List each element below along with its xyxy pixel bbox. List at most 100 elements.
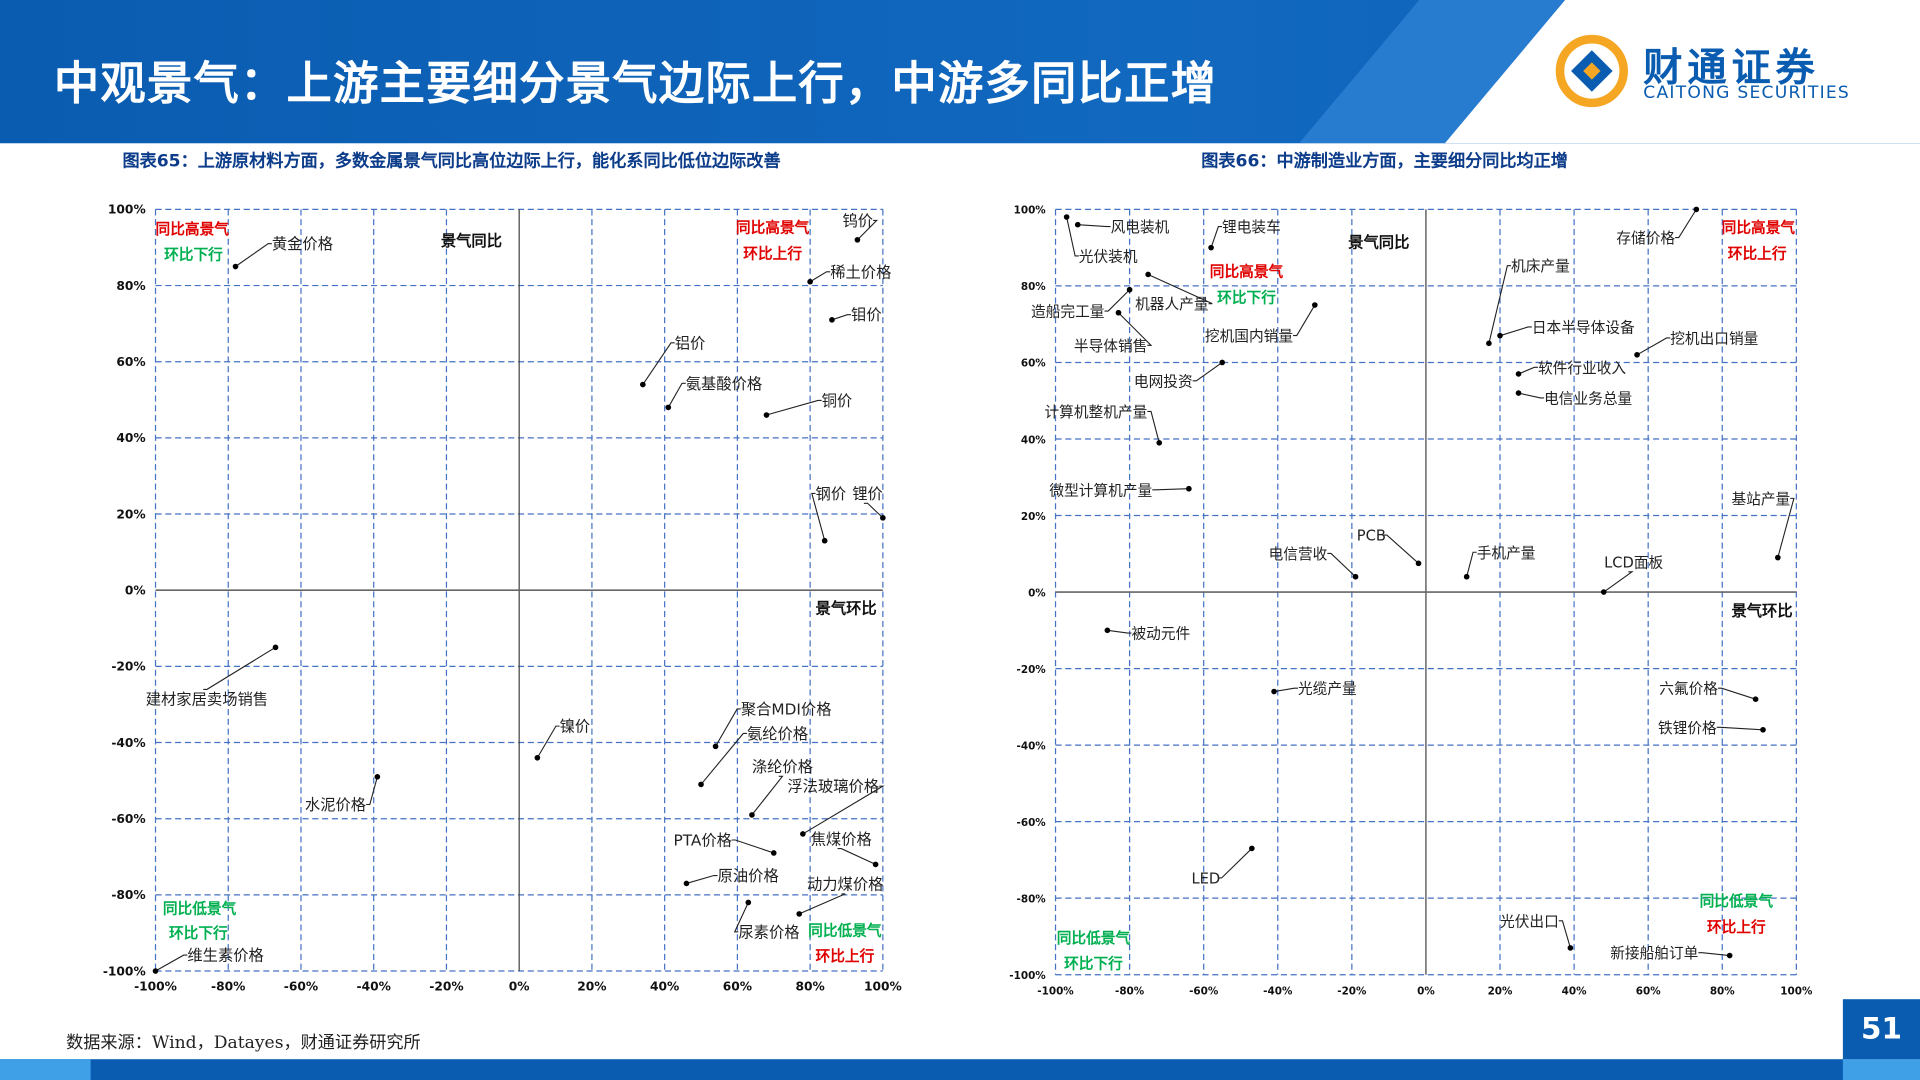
quadrant-label-top-left: 同比高景气 <box>1210 263 1284 281</box>
x-tick-label: 0% <box>1417 985 1435 997</box>
data-point <box>1249 845 1255 852</box>
data-point <box>829 317 835 323</box>
data-point <box>821 537 828 544</box>
point-label: 黄金价格 <box>272 235 333 253</box>
leader-line <box>1152 488 1189 491</box>
y-tick-label: 20% <box>1021 511 1046 523</box>
quadrant-label-top-left: 同比高景气 <box>156 220 230 238</box>
x-tick-label: -100% <box>1037 985 1074 997</box>
leader-line <box>667 382 686 408</box>
leader-line <box>1273 687 1298 693</box>
y-tick-label: 80% <box>116 279 145 293</box>
point-label: 动力煤价格 <box>807 876 884 894</box>
point-label: 光伏出口 <box>1500 913 1559 930</box>
leader-line <box>1518 392 1545 399</box>
leader-line <box>536 725 560 759</box>
data-point <box>1311 302 1318 308</box>
y-tick-label: -40% <box>1017 740 1047 752</box>
y-tick-label: 100% <box>1014 205 1047 217</box>
data-point <box>1760 726 1766 733</box>
leader-line <box>1716 726 1764 731</box>
point-label: 稀土价格 <box>830 263 891 281</box>
leader-line <box>731 839 774 854</box>
point-label: 锂价 <box>852 485 883 503</box>
leader-line <box>811 492 826 541</box>
leader-line <box>642 342 675 385</box>
data-point <box>1104 627 1111 634</box>
y-tick-label: 80% <box>1021 281 1046 293</box>
logo-icon <box>1555 34 1628 108</box>
leader-line <box>751 775 784 816</box>
point-label: 氨基酸价格 <box>686 375 763 393</box>
x-tick-label: 80% <box>1710 985 1735 997</box>
quadrant-label-bottom-right: 环比上行 <box>816 947 875 965</box>
data-point <box>1634 351 1640 358</box>
data-point <box>1352 573 1359 580</box>
leader-line <box>831 314 852 321</box>
leader-line <box>155 954 188 972</box>
x-tick-label: 40% <box>1562 985 1587 997</box>
quadrant-label-bottom-left: 同比低景气 <box>1057 929 1131 947</box>
point-label: 风电装机 <box>1111 219 1170 236</box>
data-point <box>1063 214 1070 220</box>
point-label: PCB <box>1357 528 1386 545</box>
y-tick-label: -80% <box>1017 893 1047 905</box>
data-point <box>807 278 813 285</box>
leader-line <box>1636 337 1671 356</box>
data-point <box>665 404 672 411</box>
data-point <box>534 754 541 761</box>
y-axis-title: 景气同比 <box>441 232 502 250</box>
data-point <box>1208 244 1214 251</box>
point-label: 尿素价格 <box>738 923 799 941</box>
leader-line <box>1499 326 1532 337</box>
leader-line <box>1518 366 1538 375</box>
leader-line <box>1118 312 1153 346</box>
point-label: 光缆产量 <box>1298 681 1357 698</box>
x-tick-label: -60% <box>284 980 318 994</box>
data-point <box>683 880 690 887</box>
data-point <box>698 781 704 788</box>
leader-line <box>1066 216 1079 257</box>
leader-line <box>1698 952 1730 957</box>
quadrant-label-bottom-left: 环比下行 <box>169 924 228 942</box>
point-label: 日本半导体设备 <box>1532 319 1635 336</box>
y-tick-label: -40% <box>111 736 145 750</box>
header-bar: 中观景气：上游主要细分景气边际上行，中游多同比正增 财通证券 CAITONG S… <box>0 0 1920 144</box>
x-tick-label: -80% <box>1115 985 1145 997</box>
point-label: 电网投资 <box>1134 373 1193 390</box>
y-tick-label: 20% <box>116 507 145 521</box>
x-tick-label: 60% <box>1636 985 1661 997</box>
page-title: 中观景气：上游主要细分景气边际上行，中游多同比正增 <box>53 57 1218 111</box>
leader-line <box>1147 410 1160 443</box>
point-label: 浮法玻璃价格 <box>787 778 879 796</box>
point-label: 电信业务总量 <box>1544 390 1632 407</box>
data-point <box>1156 439 1163 446</box>
leader-line <box>809 271 831 283</box>
leader-line <box>1147 273 1213 305</box>
data-point <box>872 861 879 868</box>
y-axis-title: 景气同比 <box>1348 233 1409 251</box>
point-label: 挖机国内销量 <box>1205 328 1293 345</box>
leader-line <box>686 874 718 884</box>
leader-line <box>1327 552 1356 578</box>
leader-line <box>1777 497 1795 558</box>
data-point <box>272 644 279 651</box>
leader-line <box>366 776 378 806</box>
y-tick-label: 60% <box>1021 358 1046 370</box>
point-label: 光伏装机 <box>1079 248 1138 265</box>
data-point <box>1115 309 1122 316</box>
x-tick-label: -100% <box>134 980 177 994</box>
data-point <box>1515 371 1522 377</box>
quadrant-label-top-right: 环比上行 <box>743 244 802 262</box>
data-point <box>712 743 719 750</box>
x-tick-label: 40% <box>650 980 679 994</box>
x-tick-label: -60% <box>1189 985 1219 997</box>
data-point <box>1463 573 1470 580</box>
point-label: 六氟价格 <box>1659 681 1718 698</box>
x-tick-label: 60% <box>723 980 752 994</box>
point-label: 微型计算机产量 <box>1049 482 1152 499</box>
data-point <box>1486 340 1492 347</box>
data-point <box>749 812 755 818</box>
